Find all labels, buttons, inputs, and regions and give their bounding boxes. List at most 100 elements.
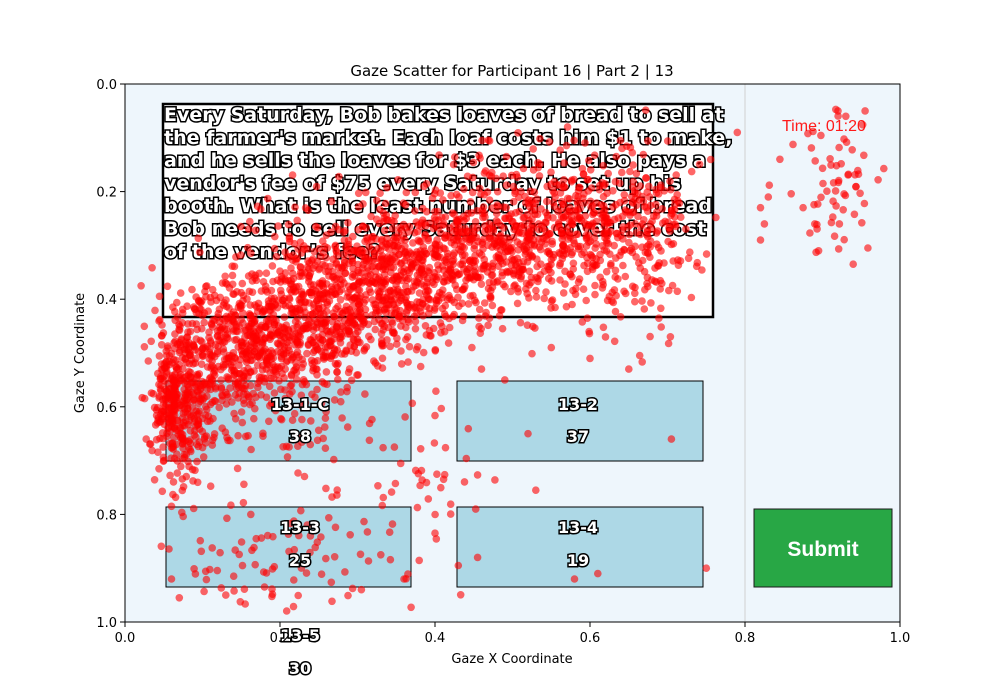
gaze-point <box>193 440 201 449</box>
gaze-point <box>376 189 384 197</box>
option-box-13-2[interactable] <box>456 380 704 462</box>
gaze-point <box>756 236 765 244</box>
gaze-point <box>687 293 696 302</box>
gaze-point <box>383 240 392 249</box>
option-box-13-4[interactable] <box>456 506 704 588</box>
gaze-point <box>311 393 319 402</box>
gaze-point <box>657 304 665 313</box>
gaze-point <box>561 183 569 192</box>
gaze-point <box>596 250 604 259</box>
gaze-point <box>424 495 433 503</box>
gaze-point <box>627 244 636 253</box>
gaze-point <box>817 193 825 202</box>
gaze-point <box>346 531 355 539</box>
option-value-13-4: 19 <box>567 551 589 570</box>
gaze-point <box>235 361 243 370</box>
gaze-point <box>476 273 485 282</box>
gaze-point <box>297 249 306 257</box>
gaze-point <box>361 237 369 246</box>
gaze-point <box>405 303 413 311</box>
gaze-point <box>492 209 501 218</box>
gaze-point <box>834 245 843 253</box>
gaze-point <box>572 230 580 239</box>
gaze-point <box>413 503 422 512</box>
gaze-point <box>217 384 226 393</box>
gaze-point <box>591 290 599 299</box>
gaze-point <box>193 478 202 487</box>
gaze-point <box>219 338 227 347</box>
gaze-point <box>252 332 260 340</box>
gaze-point <box>454 561 463 570</box>
gaze-point <box>540 267 549 276</box>
gaze-point <box>294 282 303 291</box>
gaze-point <box>287 264 295 272</box>
gaze-point <box>240 585 249 593</box>
x-tick-label: 0.8 <box>735 631 756 646</box>
gaze-point <box>837 160 845 168</box>
gaze-point <box>436 319 445 327</box>
gaze-point <box>380 226 389 235</box>
gaze-point <box>233 464 242 473</box>
gaze-point <box>640 305 649 313</box>
gaze-point <box>301 204 310 212</box>
gaze-point <box>368 415 376 424</box>
gaze-point <box>186 351 194 360</box>
gaze-point <box>570 575 579 583</box>
gaze-point <box>287 276 296 285</box>
chart-title: Gaze Scatter for Participant 16 | Part 2… <box>350 62 673 80</box>
submit-button-label[interactable]: Submit <box>787 538 858 561</box>
gaze-point <box>154 448 162 457</box>
gaze-point <box>424 236 433 245</box>
gaze-point <box>246 400 254 409</box>
gaze-point <box>372 280 381 288</box>
gaze-point <box>294 340 302 349</box>
gaze-point <box>590 233 599 242</box>
gaze-point <box>197 360 206 369</box>
gaze-point <box>161 396 170 404</box>
gaze-point <box>354 203 363 211</box>
gaze-point <box>191 359 200 367</box>
gaze-point <box>484 321 492 330</box>
gaze-point <box>612 152 621 161</box>
gaze-point <box>246 311 255 320</box>
gaze-point <box>313 320 322 329</box>
submit-button-bg[interactable] <box>753 508 893 588</box>
gaze-point <box>155 352 164 360</box>
gaze-point <box>599 161 607 170</box>
gaze-point <box>278 369 286 378</box>
gaze-point <box>322 554 330 563</box>
gaze-point <box>261 334 269 343</box>
gaze-point <box>475 249 484 257</box>
gaze-point <box>334 359 342 368</box>
gaze-point <box>265 417 273 426</box>
timer-text: Time: 01:20 <box>782 118 866 135</box>
gaze-point <box>441 245 449 253</box>
gaze-point <box>437 404 446 413</box>
gaze-point <box>216 293 224 302</box>
gaze-point <box>397 236 406 244</box>
gaze-point <box>381 265 390 274</box>
gaze-point <box>416 362 425 371</box>
y-tick-label: 0.0 <box>96 78 117 93</box>
gaze-point <box>192 320 201 328</box>
gaze-point <box>625 230 634 239</box>
gaze-point <box>247 510 255 519</box>
gaze-point <box>270 320 279 329</box>
gaze-point <box>495 311 504 320</box>
gaze-point <box>829 213 837 221</box>
gaze-point <box>295 531 303 540</box>
gaze-point <box>239 498 248 507</box>
gaze-point <box>198 427 207 436</box>
gaze-point <box>582 242 591 250</box>
gaze-point <box>565 215 573 224</box>
option-id-13-5: 13-5 <box>280 626 320 645</box>
gaze-point <box>626 167 634 176</box>
gaze-point <box>404 358 412 366</box>
submit-button[interactable]: Submit <box>753 508 893 588</box>
gaze-point <box>415 289 424 297</box>
gaze-point <box>686 248 694 256</box>
gaze-point <box>419 295 427 304</box>
gaze-point <box>269 532 277 541</box>
gaze-point <box>503 268 512 277</box>
gaze-point <box>322 368 331 376</box>
